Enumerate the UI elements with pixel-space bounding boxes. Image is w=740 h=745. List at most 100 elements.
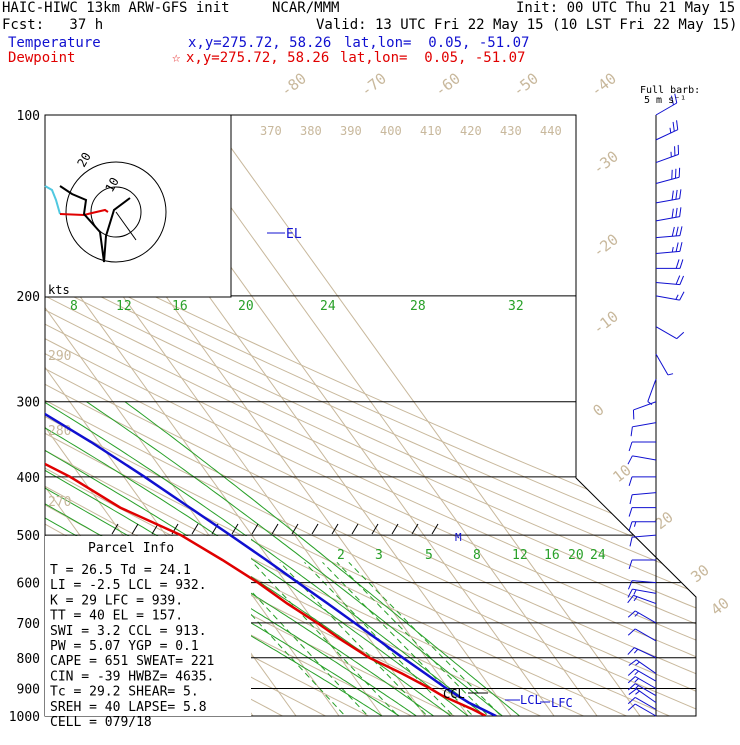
parcel-info-row: TT = 40 EL = 157. [50,609,183,624]
hatch-mark [392,524,398,534]
hodograph-units: kts [48,283,70,297]
temperature-latlon: lat,lon= 0.05, -51.07 [344,36,529,50]
parcel-info-row: PW = 5.07 YGP = 0.1 [50,639,199,654]
pressure-label: 400 [17,471,40,486]
mixing-ratio-label: 32 [508,299,524,314]
hatch-mark [132,524,138,534]
wind-barb-staff [633,402,656,410]
wind-barb [629,522,656,531]
hatch-mark [312,524,318,534]
wind-barb [629,442,656,451]
wind-barb [656,292,684,300]
wind-barb-staff [632,423,656,427]
forecast-hour: Fcst: 37 h [2,18,103,32]
mixing-ratio-label: 8 [473,548,481,563]
mixing-ratio-label: 24 [590,548,606,563]
parcel-info-row: CIN = -39 HWBZ= 4635. [50,669,214,684]
dewpoint-latlon: lat,lon= 0.05, -51.07 [340,51,525,65]
wind-barb [656,242,682,253]
parcel-info-row: LI = -2.5 LCL = 932. [50,578,207,593]
wind-barb-flag [680,276,684,285]
pressure-label: 200 [17,290,40,305]
wind-barb [628,456,656,464]
parcel-info-row: CAPE = 651 SWEAT= 221 [50,654,214,669]
wind-barb-flag [676,259,679,268]
isotherm-label: -20 [589,230,621,261]
wind-barb-staff [635,697,656,709]
lcl-label: LCL [520,693,542,707]
lfc-label: LFC [551,696,573,710]
wind-barb-half [634,649,637,653]
wind-barb [633,402,656,420]
wind-barb-half [634,590,636,595]
theta-label: 430 [500,124,522,138]
wind-barb-staff [656,327,677,339]
wind-barb [628,629,656,641]
parcel-info-row: T = 26.5 Td = 24.1 [50,563,191,578]
isotherm-label: 30 [687,561,712,586]
mixing-ratio-label: 28 [410,299,426,314]
el-label: EL [286,227,302,242]
hatch-mark [412,524,418,534]
parcel-info-row: SWI = 3.2 CCL = 913. [50,624,207,639]
wind-barb [656,226,682,237]
wind-barb-flag [630,537,632,546]
mixing-ratio-label: 24 [320,299,336,314]
parcel-info-row: SREH = 40 LAPSE= 5.8 [50,700,207,715]
isotherm-label: -50 [509,69,541,100]
parcel-info-row: Tc = 29.2 SHEAR= 5. [50,685,199,700]
isotherm-label: -60 [431,69,463,100]
theta-label: 410 [420,124,442,138]
wind-barb-flag [672,227,674,236]
theta-label: 280 [48,424,71,439]
theta-label: 390 [340,124,362,138]
theta-label: 440 [540,124,562,138]
wind-barb [631,423,656,437]
wind-barb-staff [656,354,668,375]
mixing-ratio-label: 8 [70,299,78,314]
barb-key-units: 5 m s⁻¹ [644,96,686,106]
wind-barb [628,648,656,658]
wind-barb-flag [629,522,632,531]
hatch-mark [272,524,278,534]
model-title: HAIC-HIWC 13km ARW-GFS init [2,1,230,15]
wind-barb-flag [672,191,673,200]
isotherm-label: 40 [707,594,732,619]
mixing-ratio-label: 12 [116,299,132,314]
theta-label: 380 [300,124,322,138]
wind-barb [656,354,673,375]
wind-barb [648,379,656,405]
valid-time: Valid: 13 UTC Fri 22 May 15 (10 LST Fri … [316,18,737,32]
theta-label: 400 [380,124,402,138]
wind-barb [656,120,678,140]
mixed-layer-label: M [455,531,462,544]
wind-barb-flag [676,276,680,285]
pressure-label: 700 [17,617,40,632]
wind-barb-flag [680,259,683,268]
mixing-ratio-label: 3 [375,548,383,563]
parcel-info-title: Parcel Info [88,541,174,556]
wind-barb [630,493,656,504]
wind-barb-flag [628,684,635,690]
isotherm-label: 20 [651,508,676,533]
wind-barb-flag [680,242,682,251]
wind-barb-flag [628,669,635,675]
wind-barb [628,595,656,603]
wind-barb [656,189,681,203]
wind-barb-flag [628,581,632,590]
wind-barb-half [635,671,639,675]
wind-barb-half [668,374,673,375]
dewpoint-xy: x,y=275.72, 58.26 [186,51,329,65]
theta-label: 270 [48,495,71,510]
wind-barb-half [672,247,673,252]
dewpoint-legend: Dewpoint [8,51,75,65]
ccl-label: CCL [443,687,465,701]
wind-barb-staff [632,493,656,495]
wind-barb-flag [676,208,677,217]
wind-barb-staff [635,629,656,641]
theta-label: 370 [260,124,282,138]
mixing-ratio-label: 2 [337,548,345,563]
pressure-label: 800 [17,652,40,667]
